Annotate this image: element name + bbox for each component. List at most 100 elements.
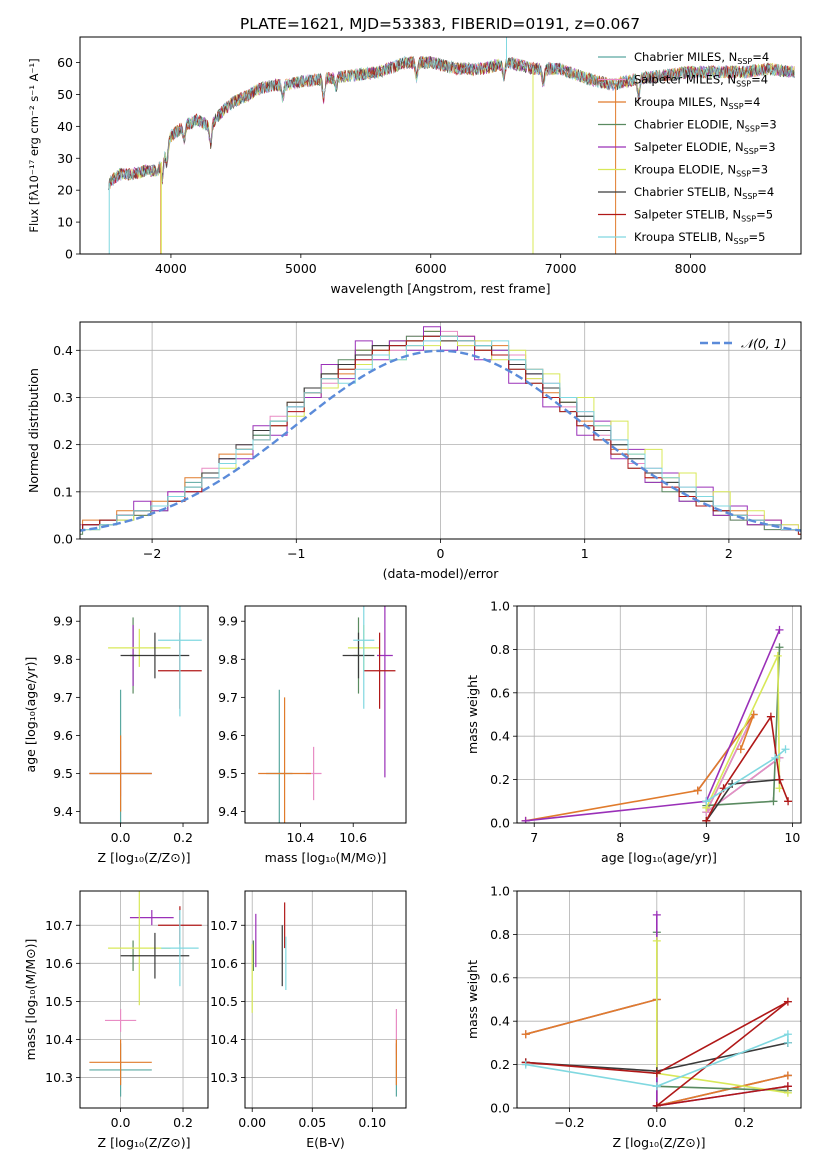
axes-frame bbox=[79, 890, 209, 1109]
weight-marker bbox=[775, 625, 784, 634]
weight-marker bbox=[766, 712, 775, 721]
chart-z_vs_weight: −0.2 0.0 0.2 0.0 0.2 0.4 0.6 0.8 1.0 Z [log₁₀(Z/Z… bbox=[465, 884, 802, 1150]
axes-frame bbox=[79, 36, 802, 255]
y-tick-label: 40 bbox=[57, 119, 73, 134]
weight-marker bbox=[775, 643, 784, 652]
legend-subscript: SSP bbox=[736, 170, 751, 179]
y-tick-label: 0.3 bbox=[53, 390, 73, 405]
legend-label: Chabrier STELIB, NSSP=4 bbox=[634, 185, 774, 201]
x-tick-label: 0.10 bbox=[358, 1115, 386, 1130]
x-tick-label: 10 bbox=[784, 830, 800, 845]
chart-mass_vs_age: 10.4 10.6 9.4 9.5 9.6 9.7 9.8 9.9 mass [log₁₀(M/… bbox=[218, 605, 407, 865]
weight-marker bbox=[769, 797, 778, 806]
y-tick-label: 0.0 bbox=[490, 1101, 510, 1116]
weight-marker bbox=[521, 816, 530, 823]
normal-curve bbox=[80, 349, 801, 532]
x-tick-label: 1 bbox=[581, 546, 589, 561]
chart-residuals: 𝒩(0, 1) −2 −1 0 1 2 0.0 0.1 0.2 0.3 0.4 (data-model… bbox=[26, 321, 802, 581]
weight-line bbox=[656, 914, 789, 1107]
x-tick-label: 0.2 bbox=[173, 1115, 193, 1130]
y-tick-label: 50 bbox=[57, 87, 73, 102]
weight-marker bbox=[771, 753, 780, 762]
x-tick-label: 0.0 bbox=[111, 830, 131, 845]
legend-label: Salpeter STELIB, NSSP=5 bbox=[634, 208, 773, 224]
y-tick-label: 0.4 bbox=[490, 729, 510, 744]
y-tick-label: 0.2 bbox=[490, 1057, 510, 1072]
x-tick-label: 10.6 bbox=[339, 830, 367, 845]
legend-value: =5 bbox=[756, 208, 773, 222]
y-tick-label: 0.0 bbox=[490, 816, 510, 831]
y-tick-label: 0 bbox=[65, 247, 73, 262]
x-tick-label: 0.0 bbox=[111, 1115, 131, 1130]
weight-line bbox=[525, 714, 755, 822]
y-tick-label: 9.6 bbox=[53, 728, 73, 743]
weight-marker bbox=[693, 786, 702, 795]
plot-area bbox=[89, 891, 202, 1097]
chart-age_vs_weight: 7 8 9 10 0.0 0.2 0.4 0.6 0.8 1.0 age [log₁₀(age/yr… bbox=[465, 599, 802, 865]
x-tick-label: 0.05 bbox=[298, 1115, 326, 1130]
spectrum-line bbox=[108, 55, 795, 191]
x-tick-label: 8000 bbox=[675, 261, 707, 276]
x-axis-label: (data-model)/error bbox=[383, 566, 500, 581]
plot-area bbox=[251, 902, 397, 1097]
y-tick-label: 0.2 bbox=[53, 437, 73, 452]
legend-label: Chabrier MILES, NSSP=4 bbox=[634, 50, 769, 66]
weight-marker bbox=[652, 1069, 661, 1078]
figure-title: PLATE=1621, MJD=53383, FIBERID=0191, z=0… bbox=[240, 15, 640, 33]
legend-subscript: SSP bbox=[734, 237, 749, 246]
y-tick-label: 0.4 bbox=[490, 1014, 510, 1029]
y-tick-label: 10.3 bbox=[45, 1070, 73, 1085]
weight-marker bbox=[521, 1060, 530, 1069]
plot-area bbox=[89, 606, 202, 823]
legend-subscript: SSP bbox=[737, 57, 752, 66]
weight-marker bbox=[773, 651, 782, 660]
axes-frame bbox=[516, 890, 802, 1109]
x-tick-label: 2 bbox=[725, 546, 733, 561]
weight-marker bbox=[784, 797, 793, 806]
weight-marker bbox=[652, 936, 661, 945]
y-tick-label: 9.5 bbox=[218, 766, 238, 781]
x-axis-label: wavelength [Angstrom, rest frame] bbox=[330, 281, 550, 296]
y-tick-label: 1.0 bbox=[490, 599, 510, 614]
y-tick-label: 9.5 bbox=[53, 766, 73, 781]
weight-line bbox=[706, 647, 781, 807]
axes-frame bbox=[244, 890, 407, 1109]
chart-panels: Chabrier MILES, NSSP=4 Salpeter MILES, NS… bbox=[23, 36, 802, 1150]
x-tick-label: 4000 bbox=[155, 261, 187, 276]
weight-marker bbox=[652, 910, 661, 919]
legend-value: =3 bbox=[760, 118, 777, 132]
y-tick-label: 0.6 bbox=[490, 685, 510, 700]
y-tick-label: 0.8 bbox=[490, 927, 510, 942]
axes-frame bbox=[516, 605, 802, 824]
x-axis-label: E(B-V) bbox=[306, 1135, 345, 1150]
legend-label: Salpeter ELODIE, NSSP=3 bbox=[634, 140, 776, 156]
y-tick-label: 0.4 bbox=[53, 343, 73, 358]
y-tick-label: 1.0 bbox=[490, 884, 510, 899]
legend-value: =3 bbox=[759, 140, 776, 154]
y-tick-label: 10.4 bbox=[45, 1032, 73, 1047]
y-tick-label: 20 bbox=[57, 183, 73, 198]
x-axis-label: Z [log₁₀(Z/Z⊙)] bbox=[613, 1135, 706, 1150]
y-axis-label: mass weight bbox=[465, 675, 480, 754]
legend-subscript: SSP bbox=[745, 125, 760, 134]
y-tick-label: 0.2 bbox=[490, 772, 510, 787]
legend-value: =4 bbox=[751, 73, 768, 87]
legend-subscript: SSP bbox=[741, 215, 756, 224]
weight-marker bbox=[652, 1082, 661, 1091]
weight-marker bbox=[702, 816, 711, 823]
y-tick-label: 9.7 bbox=[53, 690, 73, 705]
y-tick-label: 10.4 bbox=[210, 1032, 238, 1047]
legend-subscript: SSP bbox=[729, 102, 744, 111]
y-axis-label: Normed distribution bbox=[26, 368, 41, 493]
plot-area bbox=[258, 606, 396, 823]
weight-marker bbox=[783, 1038, 792, 1047]
y-tick-label: 0.8 bbox=[490, 642, 510, 657]
weight-line bbox=[525, 1033, 789, 1088]
legend-value: =4 bbox=[757, 185, 774, 199]
x-tick-label: 5000 bbox=[285, 261, 317, 276]
legend-subscript: SSP bbox=[736, 80, 751, 89]
plot-area bbox=[80, 326, 801, 535]
y-tick-label: 9.6 bbox=[218, 728, 238, 743]
legend-label: Kroupa MILES, NSSP=4 bbox=[634, 95, 760, 111]
weight-marker bbox=[781, 745, 790, 754]
